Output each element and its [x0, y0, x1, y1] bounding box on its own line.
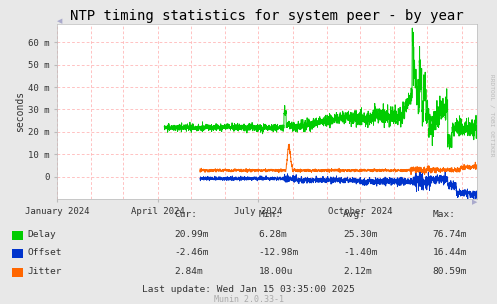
Text: -1.40m: -1.40m: [343, 248, 377, 257]
Text: 2.12m: 2.12m: [343, 267, 372, 276]
Text: Max:: Max:: [432, 210, 455, 219]
Title: NTP timing statistics for system peer - by year: NTP timing statistics for system peer - …: [70, 9, 464, 23]
Text: 6.28m: 6.28m: [258, 230, 287, 239]
Text: Cur:: Cur:: [174, 210, 197, 219]
Text: 16.44m: 16.44m: [432, 248, 467, 257]
Text: 20.99m: 20.99m: [174, 230, 208, 239]
Text: -12.98m: -12.98m: [258, 248, 299, 257]
Text: ▶: ▶: [472, 199, 477, 205]
Text: 76.74m: 76.74m: [432, 230, 467, 239]
Text: -2.46m: -2.46m: [174, 248, 208, 257]
Text: 25.30m: 25.30m: [343, 230, 377, 239]
Text: Avg:: Avg:: [343, 210, 366, 219]
Text: RRDTOOL / TOBI OETIKER: RRDTOOL / TOBI OETIKER: [490, 74, 495, 157]
Text: 80.59m: 80.59m: [432, 267, 467, 276]
Text: Delay: Delay: [27, 230, 56, 239]
Text: Offset: Offset: [27, 248, 62, 257]
Text: ◀: ◀: [57, 18, 63, 24]
Text: 2.84m: 2.84m: [174, 267, 203, 276]
Text: Jitter: Jitter: [27, 267, 62, 276]
Text: 18.00u: 18.00u: [258, 267, 293, 276]
Text: Min:: Min:: [258, 210, 281, 219]
Y-axis label: seconds: seconds: [15, 91, 25, 132]
Text: Last update: Wed Jan 15 03:35:00 2025: Last update: Wed Jan 15 03:35:00 2025: [142, 285, 355, 295]
Text: Munin 2.0.33-1: Munin 2.0.33-1: [214, 295, 283, 304]
